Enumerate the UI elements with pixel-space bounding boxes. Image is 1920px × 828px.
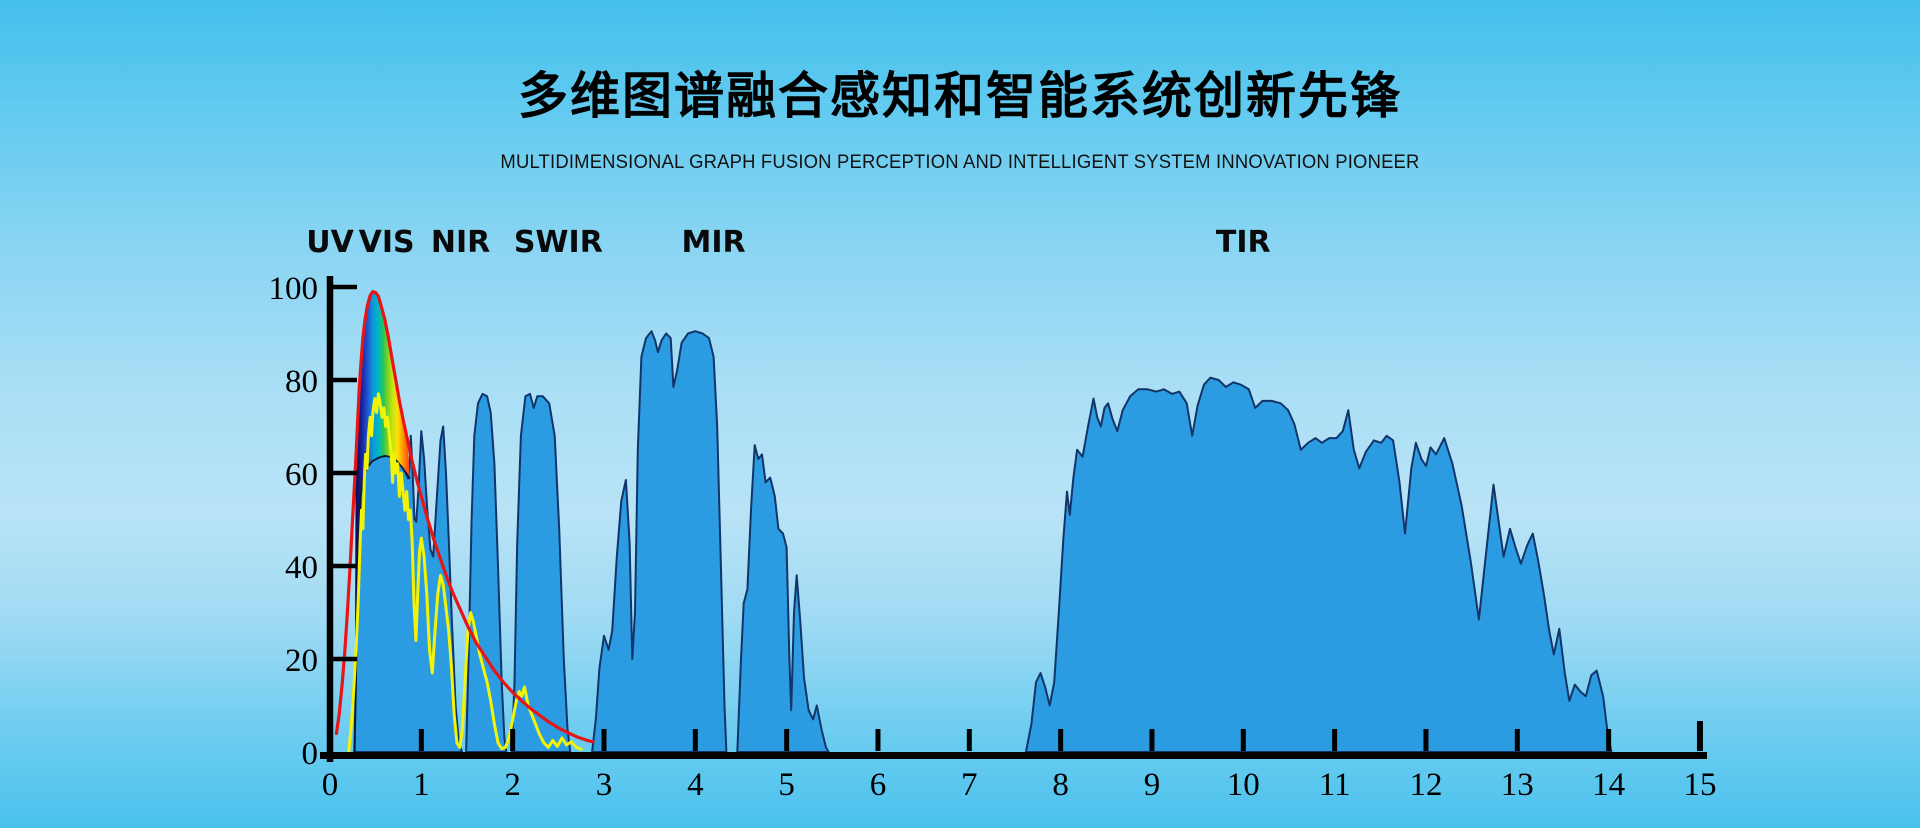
x-tick-label: 5 [778, 767, 795, 803]
visible-spectrum-wedge [354, 291, 410, 752]
atmospheric-transmission-area [353, 330, 1613, 753]
page-subtitle: MULTIDIMENSIONAL GRAPH FUSION PERCEPTION… [500, 152, 1420, 173]
x-tick-label: 7 [961, 767, 978, 803]
x-tick-label: 14 [1592, 767, 1625, 803]
x-tick-label: 2 [504, 767, 521, 803]
page-title: 多维图谱融合感知和智能系统创新先锋 [518, 67, 1402, 125]
x-tick-label: 1 [413, 767, 430, 803]
x-tick-label: 4 [687, 767, 704, 803]
band-label-uv: UV [306, 225, 354, 260]
band-label-tir: TIR [1216, 225, 1271, 260]
x-tick-label: 9 [1144, 767, 1161, 803]
y-tick-label: 40 [285, 550, 318, 586]
x-tick-label: 10 [1227, 767, 1260, 803]
y-tick-label: 60 [285, 457, 318, 493]
y-tick-label: 100 [269, 271, 319, 307]
x-tick-label: 11 [1319, 767, 1351, 803]
x-tick-label: 15 [1683, 767, 1716, 803]
x-tick-label: 12 [1409, 767, 1442, 803]
x-tick-label: 13 [1501, 767, 1534, 803]
blackbody-curve [334, 290, 595, 744]
y-tick-label: 20 [285, 643, 318, 679]
y-tick-label: 0 [302, 736, 319, 772]
band-label-swir: SWIR [514, 225, 603, 260]
solar-irradiance-curve [347, 392, 583, 754]
band-label-nir: NIR [431, 225, 490, 260]
y-tick-label: 80 [285, 364, 318, 400]
x-tick-label: 0 [322, 767, 339, 803]
band-label-vis: VIS [359, 225, 415, 260]
x-tick-label: 6 [870, 767, 887, 803]
x-tick-label: 8 [1052, 767, 1069, 803]
band-label-mir: MIR [682, 225, 746, 260]
x-tick-label: 3 [596, 767, 613, 803]
